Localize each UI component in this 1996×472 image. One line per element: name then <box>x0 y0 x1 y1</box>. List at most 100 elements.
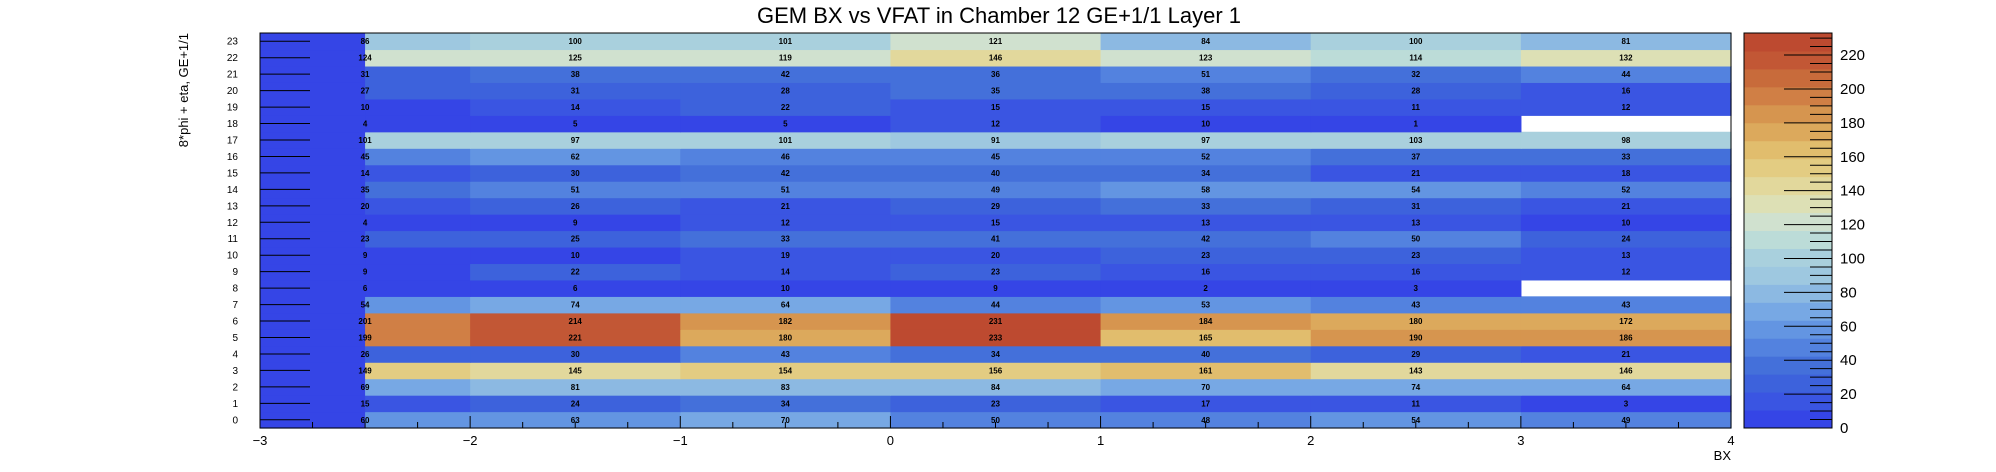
heatmap-cell <box>1310 82 1522 100</box>
cell-value-label: 24 <box>1621 235 1630 244</box>
cell-value-label: 124 <box>358 54 372 63</box>
heatmap-cell <box>365 279 471 297</box>
cell-value-label: 70 <box>1201 383 1210 392</box>
cell-value-label: 214 <box>569 317 583 326</box>
cell-value-label: 121 <box>989 37 1003 46</box>
colorbar-tick-label: 0 <box>1840 420 1848 437</box>
cell-value-label: 15 <box>991 218 1000 227</box>
heatmap-cell <box>1100 279 1312 297</box>
colorbar-swatch <box>1744 374 1832 393</box>
heatmap-cell <box>1520 197 1732 215</box>
cell-value-label: 12 <box>1621 103 1630 112</box>
cell-value-label: 22 <box>571 268 580 277</box>
heatmap-cell <box>890 115 1102 133</box>
heatmap-cell <box>260 329 366 347</box>
heatmap-cell <box>680 181 892 199</box>
cell-value-label: 42 <box>781 169 790 178</box>
cell-value-label: 9 <box>993 284 998 293</box>
colorbar-tick-label: 40 <box>1840 352 1857 369</box>
heatmap-cell <box>890 82 1102 100</box>
heatmap-cell <box>1100 345 1312 363</box>
heatmap-cell <box>365 263 471 281</box>
heatmap-cell <box>1310 148 1522 166</box>
cell-value-label: 101 <box>779 37 793 46</box>
cell-value-label: 114 <box>1409 54 1422 63</box>
y-tick-label: 3 <box>232 366 238 377</box>
heatmap-cell <box>260 345 366 363</box>
cell-value-label: 190 <box>1409 333 1423 342</box>
cell-value-label: 23 <box>361 235 370 244</box>
heatmap-cell <box>680 131 892 149</box>
cell-value-label: 42 <box>781 70 790 79</box>
heatmap-cell <box>260 98 366 116</box>
cell-value-label: 49 <box>991 185 1000 194</box>
heatmap-cell <box>1100 82 1312 100</box>
heatmap-cell <box>1100 312 1312 330</box>
heatmap-cell <box>365 246 471 265</box>
cell-value-label: 63 <box>571 416 580 425</box>
cell-value-label: 53 <box>1201 301 1210 310</box>
cell-value-label: 180 <box>779 333 793 342</box>
cell-value-label: 9 <box>363 268 368 277</box>
heatmap-cell <box>890 345 1102 363</box>
cell-value-label: 51 <box>1201 70 1210 79</box>
heatmap-cell <box>1100 98 1312 116</box>
heatmap-cell <box>1310 345 1522 363</box>
cell-value-label: 44 <box>1621 70 1630 79</box>
cell-value-label: 11 <box>1412 103 1421 112</box>
colorbar-swatch <box>1744 284 1832 303</box>
cell-value-label: 101 <box>779 136 793 145</box>
heatmap-cell <box>890 214 1102 232</box>
heatmap-cell <box>680 49 892 67</box>
cell-value-label: 20 <box>361 202 370 211</box>
colorbar-swatch <box>1744 122 1832 142</box>
cell-value-label: 43 <box>1411 301 1420 310</box>
cell-value-label: 26 <box>571 202 580 211</box>
heatmap-cell <box>1310 65 1522 83</box>
cell-value-label: 25 <box>571 235 580 244</box>
heatmap-cell <box>1100 49 1312 67</box>
heatmap-cell <box>470 181 681 199</box>
cell-value-label: 42 <box>1201 235 1210 244</box>
cell-value-label: 19 <box>781 251 790 260</box>
colorbar-swatch <box>1744 86 1832 106</box>
y-tick-label: 13 <box>227 201 239 212</box>
heatmap-cell <box>680 82 892 100</box>
heatmap-cell <box>260 49 366 67</box>
cell-value-label: 60 <box>361 416 370 425</box>
cell-value-label: 119 <box>779 54 792 63</box>
heatmap-cell <box>890 263 1102 281</box>
cell-value-label: 41 <box>991 235 1000 244</box>
heatmap-cell <box>680 395 892 413</box>
heatmap-cell <box>890 164 1102 182</box>
cell-value-label: 21 <box>1621 350 1630 359</box>
heatmap-cell <box>1100 115 1312 133</box>
cell-value-label: 20 <box>991 251 1000 260</box>
colorbar-tick-label: 80 <box>1840 284 1857 301</box>
colorbar-swatch <box>1744 158 1832 178</box>
cell-value-label: 33 <box>1621 152 1630 161</box>
x-tick-label: 2 <box>1307 433 1314 448</box>
heatmap-cell <box>1100 131 1312 149</box>
heatmap-cell <box>365 230 471 248</box>
heatmap-cell <box>365 49 471 67</box>
cell-value-label: 101 <box>358 136 372 145</box>
y-tick-label: 15 <box>227 168 239 179</box>
cell-value-label: 10 <box>361 103 370 112</box>
heatmap-cell <box>260 33 366 51</box>
heatmap-cell <box>365 82 471 100</box>
heatmap-cell <box>365 131 471 149</box>
heatmap-cell <box>1310 395 1522 413</box>
y-tick-label: 23 <box>227 37 239 48</box>
y-tick-label: 6 <box>232 317 238 328</box>
heatmap-cell <box>470 362 681 380</box>
heatmap-cell <box>680 214 892 232</box>
heatmap-cell <box>1520 82 1732 100</box>
heatmap-cell <box>1520 395 1732 413</box>
heatmap-cell <box>680 329 892 347</box>
cell-value-label: 29 <box>1411 350 1420 359</box>
cell-value-label: 172 <box>1619 317 1633 326</box>
heatmap-cell <box>1520 164 1732 182</box>
cell-value-label: 10 <box>1621 218 1630 227</box>
